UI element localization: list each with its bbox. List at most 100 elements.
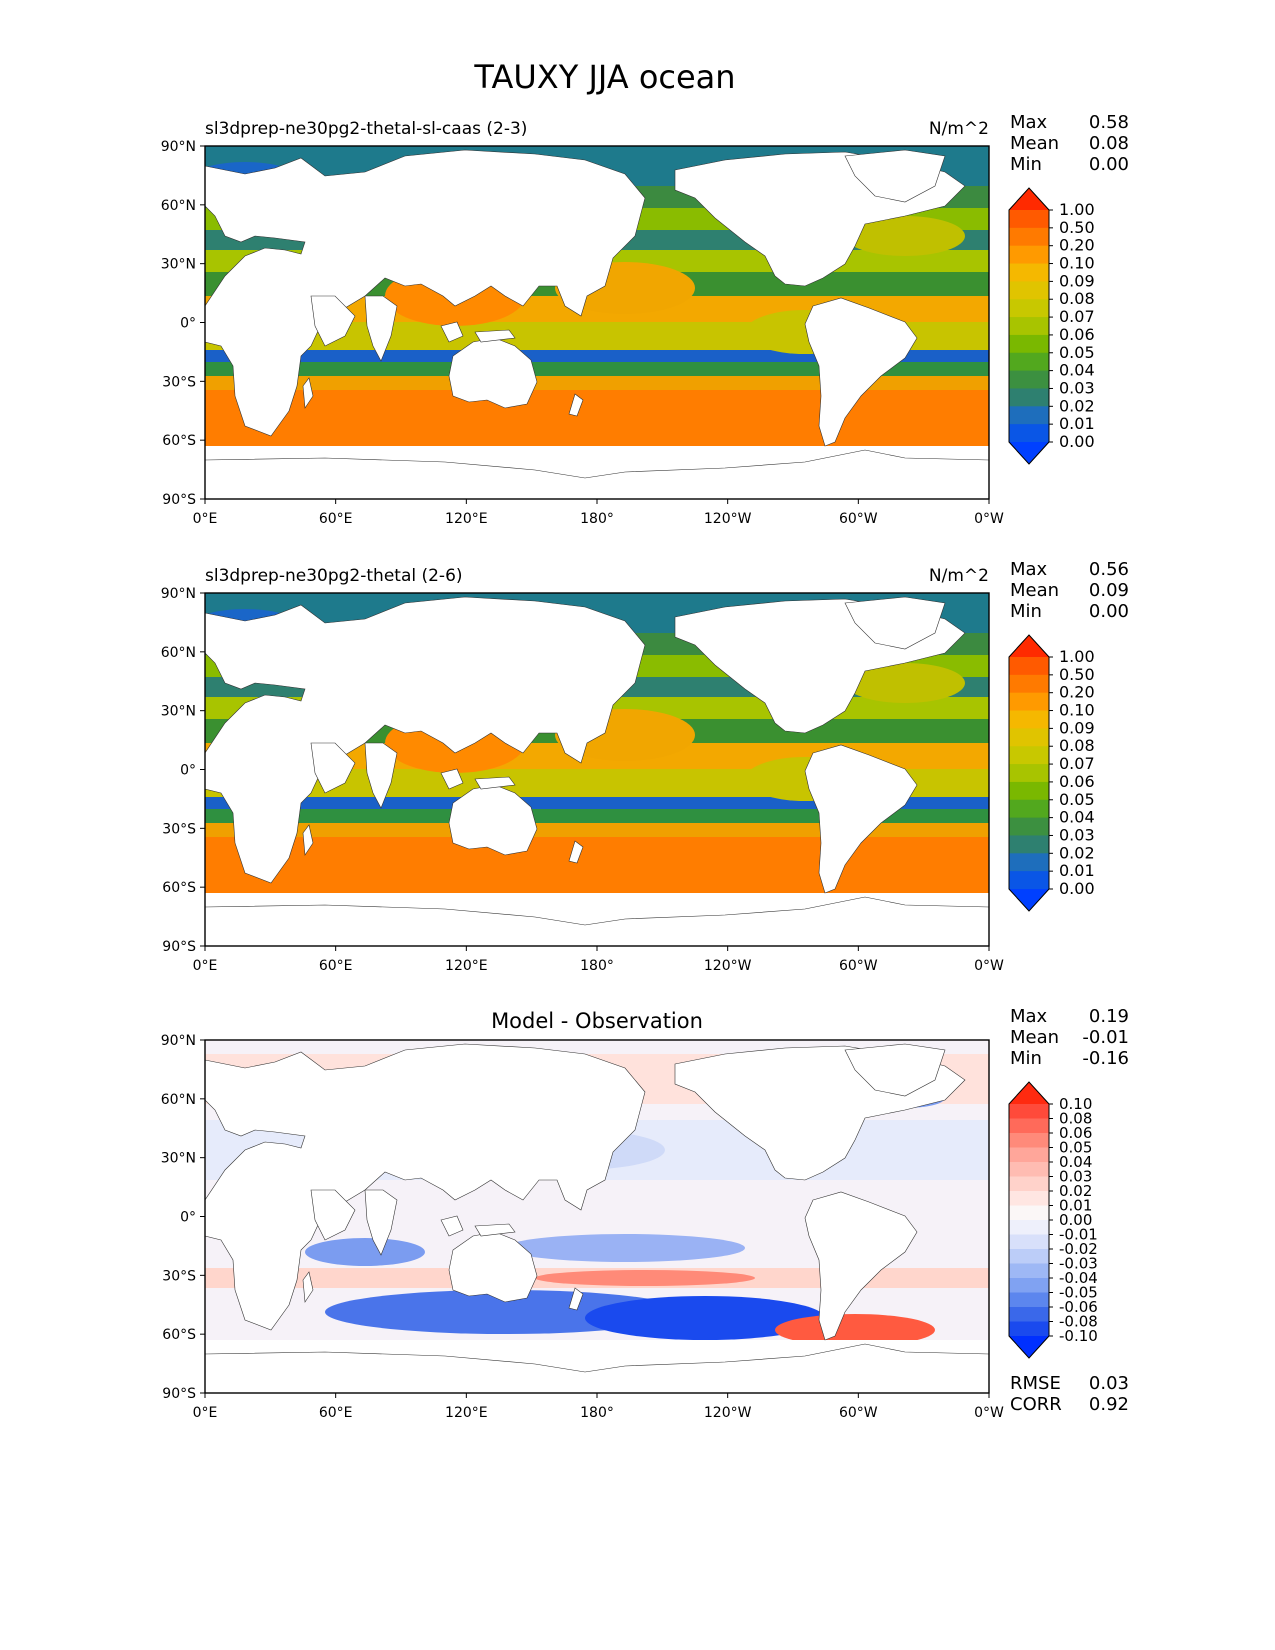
colorbar-segment <box>1009 835 1049 854</box>
colorbar-segment <box>1009 710 1049 729</box>
colorbar-segment <box>1009 889 1049 911</box>
y-tick-label: 0° <box>180 1210 196 1226</box>
colorbar-segment <box>1009 799 1049 819</box>
colorbar-label: 0.10 <box>1059 254 1095 273</box>
colorbar-label: 0.02 <box>1059 396 1095 415</box>
colorbar-label: 0.07 <box>1059 307 1095 326</box>
colorbar-label: 0.01 <box>1059 414 1095 433</box>
colorbar-segment <box>1009 245 1049 265</box>
colorbar-label: 0.08 <box>1059 289 1095 308</box>
colorbar-label: 0.02 <box>1059 1182 1092 1200</box>
x-tick-label: 0°E <box>193 511 218 527</box>
stat-value: -0.16 <box>1082 1048 1129 1069</box>
colorbar-segment <box>1009 281 1049 300</box>
stat-label: RMSE <box>1010 1373 1061 1394</box>
colorbar-segment <box>1009 1234 1049 1250</box>
x-tick-label: 0°E <box>193 958 218 974</box>
colorbar-segment <box>1009 657 1049 676</box>
x-tick-label: 120°E <box>445 958 488 974</box>
colorbar-label: 0.10 <box>1059 1095 1092 1113</box>
stat-value: 0.00 <box>1089 154 1129 175</box>
colorbar-segment <box>1009 1162 1049 1177</box>
colorbar-label: -0.03 <box>1059 1255 1098 1273</box>
colorbar-segment <box>1009 853 1049 872</box>
panel-reference: sl3dprep-ne30pg2-thetal (2-6) N/m^2 90°N 60… <box>161 559 1129 974</box>
colorbar-segment <box>1009 1321 1049 1337</box>
colorbar-label: -0.06 <box>1059 1298 1098 1316</box>
y-tick-label: 60°S <box>162 433 196 449</box>
colorbar-label: 0.03 <box>1059 378 1095 397</box>
panel-test: sl3dprep-ne30pg2-thetal-sl-caas (2-3) N/m… <box>161 112 1129 527</box>
y-tick-label: 30°N <box>161 1151 196 1167</box>
stat-value: 0.58 <box>1089 112 1129 133</box>
colorbar-label: 0.06 <box>1059 325 1095 344</box>
x-tick-label: 120°W <box>704 1405 752 1421</box>
colorbar-segment <box>1009 1133 1049 1148</box>
colorbar-label: 0.04 <box>1059 1153 1092 1171</box>
colorbar-label: 0.01 <box>1059 1197 1092 1215</box>
colorbar-segment <box>1009 263 1049 282</box>
stat-value: 0.56 <box>1089 559 1129 580</box>
stat-label: Mean <box>1010 580 1059 601</box>
colorbar-segment <box>1009 635 1049 657</box>
y-tick-label: 0° <box>180 316 196 332</box>
colorbar-label: -0.01 <box>1059 1226 1098 1244</box>
panel-title: Model - Observation <box>491 1009 703 1033</box>
colorbar-label: -0.04 <box>1059 1269 1098 1287</box>
map-reference <box>195 592 990 947</box>
colorbar-segment <box>1009 781 1049 801</box>
y-tick-label: 0° <box>180 763 196 779</box>
colorbar-segment <box>1009 1191 1049 1206</box>
y-tick-label: 90°N <box>161 586 196 602</box>
colorbar-label: 0.04 <box>1059 808 1095 827</box>
x-tick-label: 60°W <box>839 511 878 527</box>
stat-label: Mean <box>1010 1027 1059 1048</box>
figure-title: TAUXY JJA ocean <box>473 58 735 96</box>
colorbar-segment <box>1009 728 1049 747</box>
x-tick-label: 180° <box>580 511 614 527</box>
y-tick-label: 30°N <box>161 704 196 720</box>
colorbar-label: 0.08 <box>1059 1110 1092 1128</box>
stat-label: Min <box>1010 601 1042 622</box>
x-tick-label: 120°W <box>704 958 752 974</box>
colorbar-label: 0.20 <box>1059 236 1095 255</box>
colorbar-label: 0.00 <box>1059 432 1095 451</box>
x-tick-label: 180° <box>580 1405 614 1421</box>
colorbar-label: 1.00 <box>1059 647 1095 666</box>
stat-value: 0.03 <box>1089 1373 1129 1394</box>
y-tick-label: 60°N <box>161 1092 196 1108</box>
colorbar-segment <box>1009 1176 1049 1192</box>
x-tick-label: 0°E <box>193 1405 218 1421</box>
colorbar-label: 0.00 <box>1059 1211 1092 1229</box>
x-tick-label: 0°W <box>974 958 1004 974</box>
colorbar-label: 0.03 <box>1059 1168 1092 1186</box>
colorbar-label: 0.06 <box>1059 772 1095 791</box>
colorbar-label: 0.50 <box>1059 218 1095 237</box>
y-tick-label: 90°S <box>162 939 196 955</box>
stat-value: 0.19 <box>1089 1006 1129 1027</box>
colorbar-label: 0.09 <box>1059 271 1095 290</box>
x-tick-label: 60°E <box>319 1405 353 1421</box>
colorbar-segment <box>1009 1292 1049 1308</box>
colorbar-label: 0.20 <box>1059 683 1095 702</box>
colorbar-label: 0.03 <box>1059 825 1095 844</box>
colorbar-segment <box>1009 746 1049 765</box>
colorbar-label: 0.04 <box>1059 361 1095 380</box>
colorbar-segment <box>1009 406 1049 425</box>
stat-value: 0.00 <box>1089 601 1129 622</box>
colorbar-test: 1.000.500.200.100.090.080.070.060.050.04… <box>1008 187 1095 465</box>
colorbar-segment <box>1009 817 1049 836</box>
y-tick-label: 30°S <box>162 374 196 390</box>
colorbar-segment <box>1009 674 1049 694</box>
stat-value: 0.92 <box>1089 1394 1129 1415</box>
stat-value: 0.08 <box>1089 133 1129 154</box>
panel-title: sl3dprep-ne30pg2-thetal (2-6) <box>205 566 463 586</box>
colorbar-label: 0.06 <box>1059 1124 1092 1142</box>
stat-label: Max <box>1010 112 1048 133</box>
colorbar-segment <box>1009 764 1049 783</box>
colorbar-label: 0.08 <box>1059 736 1095 755</box>
colorbar-segment <box>1009 1220 1049 1235</box>
colorbar-segment <box>1009 227 1049 247</box>
x-tick-label: 60°E <box>319 958 353 974</box>
